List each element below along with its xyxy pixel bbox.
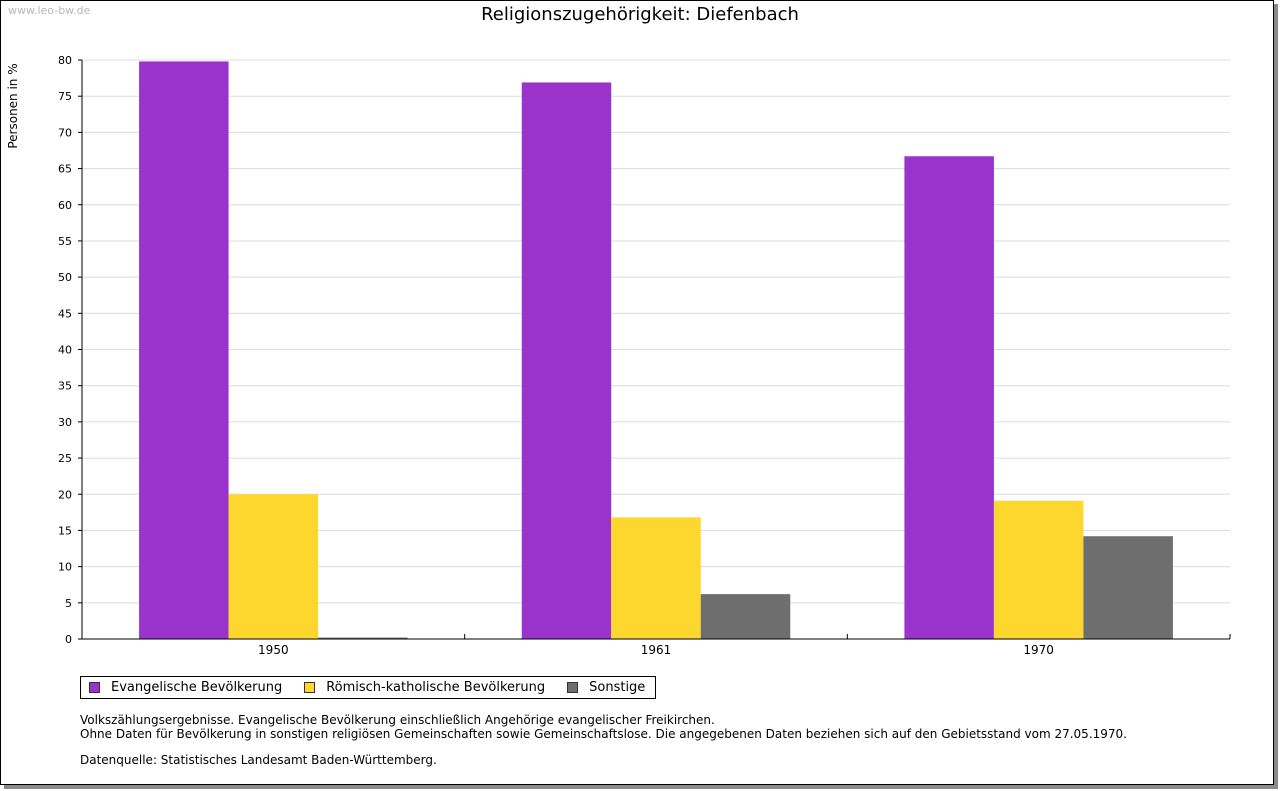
legend-label: Römisch-katholische Bevölkerung: [326, 680, 546, 695]
bar: [228, 494, 319, 639]
y-tick-label: 0: [65, 633, 72, 646]
bar: [904, 156, 994, 640]
footnote-line: Ohne Daten für Bevölkerung in sonstigen …: [80, 727, 1127, 741]
y-tick-label: 45: [58, 307, 72, 320]
footnote-line: Volkszählungsergebnisse. Evangelische Be…: [80, 713, 715, 727]
legend-swatch: [567, 682, 579, 693]
legend-label: Sonstige: [589, 680, 646, 695]
bar: [1083, 536, 1173, 639]
y-tick-label: 25: [58, 452, 72, 465]
bar: [521, 82, 612, 639]
legend-swatch: [89, 682, 100, 693]
y-tick-label: 65: [58, 163, 72, 176]
y-tick-label: 35: [58, 380, 72, 393]
y-tick-label: 60: [58, 199, 72, 212]
y-tick-label: 40: [58, 344, 72, 357]
bar: [700, 594, 791, 639]
y-tick-label: 50: [58, 271, 72, 284]
legend: Evangelische Bevölkerung Römisch-katholi…: [80, 676, 657, 699]
chart-title: Religionszugehörigkeit: Diefenbach: [481, 4, 799, 25]
bar: [318, 637, 408, 639]
x-tick-label: 1970: [1023, 643, 1054, 657]
y-tick-label: 10: [58, 561, 72, 574]
x-tick-label: 1961: [641, 643, 672, 657]
y-tick-label: 20: [58, 488, 72, 501]
y-tick-label: 5: [65, 597, 72, 610]
y-tick-label: 15: [58, 524, 72, 537]
legend-item-katholisch: Römisch-katholische Bevölkerung: [304, 680, 545, 695]
y-tick-label: 55: [58, 235, 72, 248]
legend-label: Evangelische Bevölkerung: [111, 680, 283, 695]
y-tick-label: 70: [58, 126, 72, 139]
data-source: Datenquelle: Statistisches Landesamt Bad…: [80, 753, 437, 767]
bar: [611, 517, 701, 639]
legend-item-sonstige: Sonstige: [567, 680, 645, 695]
legend-swatch: [304, 682, 316, 693]
bar: [993, 500, 1084, 639]
y-tick-label: 80: [58, 54, 72, 67]
footnotes: Volkszählungsergebnisse. Evangelische Be…: [80, 713, 1127, 741]
legend-item-evangelisch: Evangelische Bevölkerung: [89, 680, 282, 695]
watermark: www.leo-bw.de: [8, 4, 91, 17]
x-tick-label: 1950: [258, 643, 289, 657]
y-tick-label: 30: [58, 416, 72, 429]
bar-chart: 0 5 10 15 20 25 30 35 40 45 50 55 60 65 70 75 80 1950 1961…: [58, 54, 1231, 657]
y-tick-label: 75: [58, 90, 72, 103]
bar: [139, 61, 229, 639]
